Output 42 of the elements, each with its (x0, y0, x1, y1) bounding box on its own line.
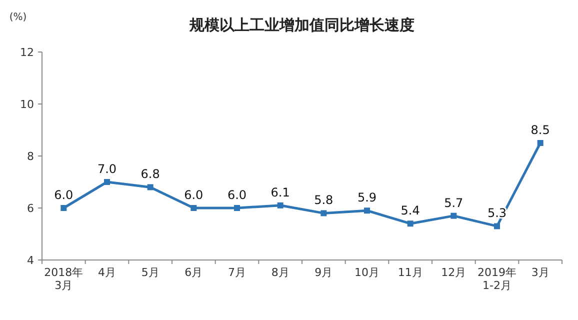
x-tick-label: 11月 (398, 266, 423, 279)
data-label: 6.8 (140, 167, 160, 182)
y-tick-label: 12 (20, 46, 34, 59)
x-tick-label: 8月 (271, 266, 290, 279)
data-label: 6.0 (227, 188, 247, 202)
x-tick-label: 2019年 1-2月 (478, 266, 516, 292)
y-tick-label: 4 (27, 254, 34, 267)
point (494, 223, 500, 230)
x-tick-label: 2018年 3月 (44, 266, 84, 292)
y-tick-label: 10 (20, 98, 34, 111)
data-label: 6.1 (270, 185, 290, 200)
x-tick-label: 5月 (141, 266, 160, 279)
data-label: 5.8 (314, 193, 334, 208)
point (537, 140, 544, 146)
y-tick-label: 8 (27, 150, 34, 163)
point (277, 202, 284, 208)
x-tick-label: 9月 (314, 266, 333, 279)
data-label: 5.4 (400, 204, 420, 218)
point (147, 184, 154, 190)
point (234, 205, 240, 211)
data-label: 6.0 (184, 188, 204, 202)
point (320, 210, 327, 216)
x-tick-label: 10月 (354, 266, 380, 279)
x-tick-label: 6月 (184, 266, 203, 279)
point (407, 220, 414, 227)
chart-title: 规模以上工业增加值同比增长速度 (188, 16, 414, 34)
point (190, 205, 197, 211)
y-axis-title: (%) (9, 12, 27, 23)
data-label: 5.7 (444, 196, 464, 210)
point (60, 205, 67, 211)
point (450, 212, 457, 219)
data-label: 6.0 (54, 188, 74, 202)
point (364, 208, 370, 214)
y-tick-label: 6 (27, 202, 34, 215)
data-label: 5.9 (357, 190, 377, 205)
x-tick-label: 7月 (228, 266, 246, 279)
data-label: 8.5 (530, 123, 550, 137)
point (104, 179, 110, 185)
data-label: 7.0 (97, 162, 117, 176)
x-tick-label: 3月 (531, 266, 550, 279)
x-tick-label: 12月 (441, 266, 466, 279)
x-tick-label: 4月 (98, 266, 116, 279)
